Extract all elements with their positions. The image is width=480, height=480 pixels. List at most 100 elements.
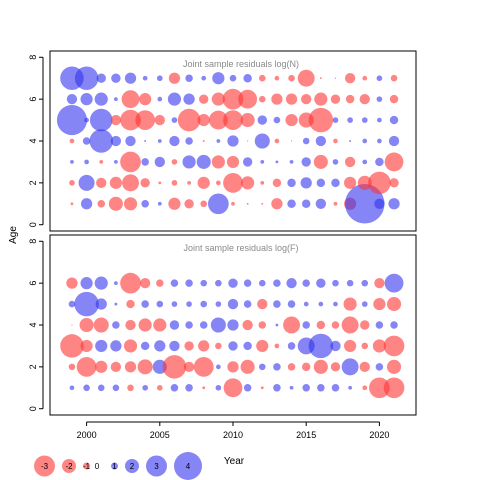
residual-bubble — [389, 178, 399, 188]
residual-bubble — [210, 317, 226, 333]
panel-log-n-frame — [49, 50, 417, 232]
residual-bubble — [76, 356, 97, 377]
residual-bubble — [169, 320, 180, 330]
residual-bubble — [96, 73, 106, 83]
residual-bubble — [316, 278, 326, 288]
residual-bubble — [138, 318, 152, 332]
residual-bubble — [361, 301, 368, 307]
x-tick-label: 2000 — [77, 430, 97, 440]
legend-label: 1 — [112, 462, 117, 471]
x-tick-label: 2005 — [150, 430, 170, 440]
residual-bubble — [333, 201, 338, 206]
residual-bubble — [68, 363, 76, 371]
residual-bubble — [260, 386, 264, 390]
panel-log-n-title: Joint sample residuals log(N) — [183, 59, 299, 69]
legend-bubble — [62, 459, 76, 473]
residual-bubble — [199, 321, 208, 329]
residual-bubble — [345, 184, 385, 224]
residual-bubble — [169, 135, 180, 147]
residual-bubble — [362, 75, 368, 81]
residual-bubble — [158, 181, 162, 185]
legend-bubble — [111, 462, 118, 470]
residual-bubble — [154, 156, 165, 168]
residual-bubble — [318, 301, 324, 307]
residual-bubble — [80, 93, 93, 106]
residual-bubble — [144, 140, 147, 142]
residual-bubble — [289, 385, 294, 390]
residual-bubble — [302, 137, 310, 145]
residual-bubble — [184, 199, 194, 209]
residual-bubble — [183, 361, 195, 373]
residual-bubble — [156, 300, 164, 308]
residual-bubble — [154, 114, 165, 126]
residual-bubble — [331, 178, 340, 188]
residual-bubble — [121, 90, 140, 109]
x-tick-label: 2020 — [369, 430, 389, 440]
residual-bubble — [215, 342, 222, 350]
residual-bubble — [300, 177, 312, 189]
residual-bubble — [369, 377, 390, 399]
y-tick-label: 0 — [28, 406, 38, 411]
residual-bubble — [170, 279, 179, 287]
residual-bubble — [258, 95, 266, 103]
residual-bubble — [185, 279, 193, 287]
residual-bubble — [258, 74, 266, 82]
y-tick-label: 8 — [28, 239, 38, 244]
residual-bubble — [383, 335, 405, 357]
residual-bubble — [301, 93, 312, 105]
residual-bubble — [290, 140, 293, 142]
residual-bubble — [313, 154, 328, 169]
y-axis-label: Age — [8, 226, 19, 244]
residual-bubble — [331, 321, 340, 329]
residual-bubble — [120, 151, 141, 173]
residual-bubble — [256, 339, 269, 353]
residual-bubble — [79, 317, 94, 333]
residual-bubble — [362, 138, 368, 144]
residual-bubble — [361, 117, 368, 123]
residual-bubble — [226, 155, 240, 169]
residual-bubble — [89, 108, 113, 132]
residual-bubble — [313, 359, 328, 374]
residual-bubble — [330, 362, 341, 372]
legend-label: 0 — [95, 462, 100, 471]
residual-bubble — [162, 355, 187, 379]
panel-log-f-title: Joint sample residuals log(F) — [183, 243, 298, 253]
residual-bubble — [89, 129, 113, 153]
legend-bubble — [125, 459, 139, 473]
residual-bubble — [110, 361, 122, 373]
residual-bubble — [140, 178, 150, 188]
residual-bubble — [215, 301, 222, 307]
residual-bubble — [66, 277, 78, 289]
residual-bubble — [273, 116, 281, 124]
residual-bubble — [273, 300, 281, 308]
residual-bubble — [183, 93, 195, 105]
residual-bubble — [171, 180, 178, 186]
residual-bubble — [372, 339, 386, 353]
residual-bubble — [331, 384, 340, 392]
residual-bubble — [154, 340, 166, 352]
residual-bubble — [359, 361, 370, 373]
residual-bubble — [390, 74, 398, 82]
residual-bubble — [141, 158, 149, 166]
residual-bubble — [271, 198, 283, 210]
residual-bubble — [341, 358, 359, 376]
residual-bubble — [112, 384, 120, 392]
residual-bubble — [345, 94, 355, 104]
residual-bubble — [223, 378, 243, 398]
residual-bubble — [108, 196, 123, 211]
residual-bubble — [332, 159, 339, 165]
residual-bubble — [344, 339, 357, 353]
residual-bubble — [111, 73, 121, 83]
residual-bubble — [287, 363, 296, 371]
residual-bubble — [375, 363, 384, 371]
residual-bubble — [272, 178, 282, 188]
residual-bubble — [287, 342, 296, 350]
residual-bubble — [156, 384, 163, 391]
residual-bubble — [287, 300, 296, 308]
residual-bubble — [376, 75, 383, 82]
legend-bubble — [34, 455, 55, 477]
residual-bubble — [135, 110, 156, 130]
residual-bubble — [96, 177, 107, 189]
residual-bubble — [349, 140, 352, 142]
residual-bubble — [302, 279, 310, 287]
